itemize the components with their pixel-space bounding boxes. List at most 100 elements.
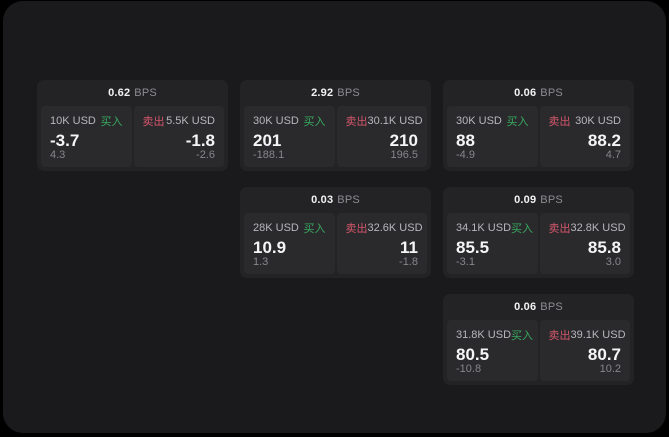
buy-panel-top: 34.1K USD 买入 xyxy=(456,220,533,236)
sell-notional: 32.6K USD xyxy=(367,222,423,234)
sell-panel-top: 卖出 30K USD xyxy=(549,113,622,129)
buy-price: 201 xyxy=(253,130,282,150)
buy-price: 10.9 xyxy=(253,237,287,257)
buy-change: -188.1 xyxy=(253,149,285,161)
buy-panel[interactable]: 34.1K USD 买入 85.5 -3.1 xyxy=(447,213,538,274)
sell-change: 10.2 xyxy=(599,363,621,375)
sell-notional: 5.5K USD xyxy=(166,115,215,127)
app-window: 0.62 BPS 10K USD 买入 -3.7 4.3 卖出 5.5K USD xyxy=(3,1,666,433)
spread-bps-value: 0.06 xyxy=(514,87,537,99)
buy-change: -4.9 xyxy=(456,149,475,161)
buy-price: -3.7 xyxy=(50,130,80,150)
buy-price: 85.5 xyxy=(456,237,490,257)
buy-panel[interactable]: 30K USD 买入 88 -4.9 xyxy=(447,106,538,167)
buy-notional: 30K USD xyxy=(253,115,299,127)
sell-panel[interactable]: 卖出 30K USD 88.2 4.7 xyxy=(539,106,630,167)
sell-panel[interactable]: 卖出 30.1K USD 210 196.5 xyxy=(336,106,427,167)
spread-header: 2.92 BPS xyxy=(240,80,431,106)
sell-price: 11 xyxy=(400,237,418,257)
sell-panel-top: 卖出 32.6K USD xyxy=(346,220,423,236)
buy-label: 买入 xyxy=(100,116,123,128)
sell-panel[interactable]: 卖出 39.1K USD 80.7 10.2 xyxy=(539,320,630,381)
sell-change: 3.0 xyxy=(605,256,621,268)
spread-header: 0.62 BPS xyxy=(37,80,228,106)
buy-panel[interactable]: 31.8K USD 买入 80.5 -10.8 xyxy=(447,320,538,381)
spread-bps-unit: BPS xyxy=(134,87,157,99)
sell-change: -1.8 xyxy=(399,256,418,268)
spread-bps-value: 2.92 xyxy=(311,87,334,99)
quote-card: 0.06 BPS 31.8K USD 买入 80.5 -10.8 卖出 39.1… xyxy=(443,294,634,385)
sell-panel-top: 卖出 39.1K USD xyxy=(548,327,626,343)
buy-panel[interactable]: 10K USD 买入 -3.7 4.3 xyxy=(41,106,132,167)
quote-panels: 30K USD 买入 88 -4.9 卖出 30K USD 88.2 4.7 xyxy=(443,106,634,171)
buy-panel-top: 30K USD 买入 xyxy=(456,113,529,129)
buy-change: -10.8 xyxy=(456,363,482,375)
spread-header: 0.09 BPS xyxy=(443,187,634,213)
spread-bps-unit: BPS xyxy=(540,87,563,99)
buy-panel[interactable]: 28K USD 买入 10.9 1.3 xyxy=(244,213,335,274)
buy-notional: 28K USD xyxy=(253,222,299,234)
spread-bps-unit: BPS xyxy=(337,87,360,99)
sell-notional: 32.8K USD xyxy=(570,222,626,234)
spread-bps-value: 0.03 xyxy=(311,194,334,206)
quote-panels: 30K USD 买入 201 -188.1 卖出 30.1K USD 210 1… xyxy=(240,106,431,171)
quote-card: 2.92 BPS 30K USD 买入 201 -188.1 卖出 30.1K … xyxy=(240,80,431,171)
buy-panel-top: 28K USD 买入 xyxy=(253,220,326,236)
spread-bps-unit: BPS xyxy=(540,301,563,313)
sell-label: 卖出 xyxy=(548,116,571,128)
quote-panels: 10K USD 买入 -3.7 4.3 卖出 5.5K USD -1.8 -2.… xyxy=(37,106,228,171)
quote-card: 0.62 BPS 10K USD 买入 -3.7 4.3 卖出 5.5K USD xyxy=(37,80,228,171)
sell-panel-top: 卖出 30.1K USD xyxy=(345,113,423,129)
sell-label: 卖出 xyxy=(548,223,571,235)
quote-card: 0.03 BPS 28K USD 买入 10.9 1.3 卖出 32.6K US… xyxy=(240,187,431,278)
buy-label: 买入 xyxy=(506,116,529,128)
buy-panel-top: 31.8K USD 买入 xyxy=(456,327,533,343)
sell-price: 85.8 xyxy=(587,237,621,257)
buy-notional: 30K USD xyxy=(456,115,502,127)
buy-label: 买入 xyxy=(303,223,326,235)
buy-change: -3.1 xyxy=(456,256,475,268)
buy-panel-top: 10K USD 买入 xyxy=(50,113,123,129)
sell-label: 卖出 xyxy=(345,116,368,128)
sell-label: 卖出 xyxy=(548,330,571,342)
sell-change: 196.5 xyxy=(390,149,418,161)
sell-price: 210 xyxy=(389,130,418,150)
sell-change: -2.6 xyxy=(196,149,215,161)
sell-label: 卖出 xyxy=(142,116,165,128)
buy-panel[interactable]: 30K USD 买入 201 -188.1 xyxy=(244,106,335,167)
sell-panel[interactable]: 卖出 32.6K USD 11 -1.8 xyxy=(336,213,427,274)
quote-card-grid: 0.62 BPS 10K USD 买入 -3.7 4.3 卖出 5.5K USD xyxy=(37,80,634,385)
buy-change: 4.3 xyxy=(50,149,66,161)
buy-notional: 34.1K USD xyxy=(456,222,512,234)
sell-price: 80.7 xyxy=(587,344,621,364)
quote-card: 0.06 BPS 30K USD 买入 88 -4.9 卖出 30K USD xyxy=(443,80,634,171)
buy-label: 买入 xyxy=(511,330,534,342)
quote-panels: 28K USD 买入 10.9 1.3 卖出 32.6K USD 11 -1.8 xyxy=(240,213,431,278)
quote-panels: 31.8K USD 买入 80.5 -10.8 卖出 39.1K USD 80.… xyxy=(443,320,634,385)
spread-bps-value: 0.09 xyxy=(514,194,537,206)
spread-bps-unit: BPS xyxy=(337,194,360,206)
spread-header: 0.06 BPS xyxy=(443,80,634,106)
buy-panel-top: 30K USD 买入 xyxy=(253,113,326,129)
sell-notional: 30K USD xyxy=(575,115,621,127)
sell-change: 4.7 xyxy=(605,149,621,161)
spread-header: 0.06 BPS xyxy=(443,294,634,320)
spread-header: 0.03 BPS xyxy=(240,187,431,213)
buy-notional: 10K USD xyxy=(50,115,96,127)
buy-change: 1.3 xyxy=(253,256,269,268)
quote-card: 0.09 BPS 34.1K USD 买入 85.5 -3.1 卖出 32.8K… xyxy=(443,187,634,278)
sell-price: -1.8 xyxy=(185,130,215,150)
sell-panel[interactable]: 卖出 5.5K USD -1.8 -2.6 xyxy=(133,106,224,167)
spread-bps-unit: BPS xyxy=(540,194,563,206)
quote-panels: 34.1K USD 买入 85.5 -3.1 卖出 32.8K USD 85.8… xyxy=(443,213,634,278)
sell-price: 88.2 xyxy=(587,130,621,150)
spread-bps-value: 0.06 xyxy=(514,301,537,313)
buy-label: 买入 xyxy=(303,116,326,128)
sell-panel[interactable]: 卖出 32.8K USD 85.8 3.0 xyxy=(539,213,630,274)
sell-notional: 39.1K USD xyxy=(570,329,626,341)
buy-price: 88 xyxy=(456,130,475,150)
buy-notional: 31.8K USD xyxy=(456,329,512,341)
sell-panel-top: 卖出 32.8K USD xyxy=(548,220,626,236)
buy-label: 买入 xyxy=(511,223,534,235)
buy-price: 80.5 xyxy=(456,344,490,364)
